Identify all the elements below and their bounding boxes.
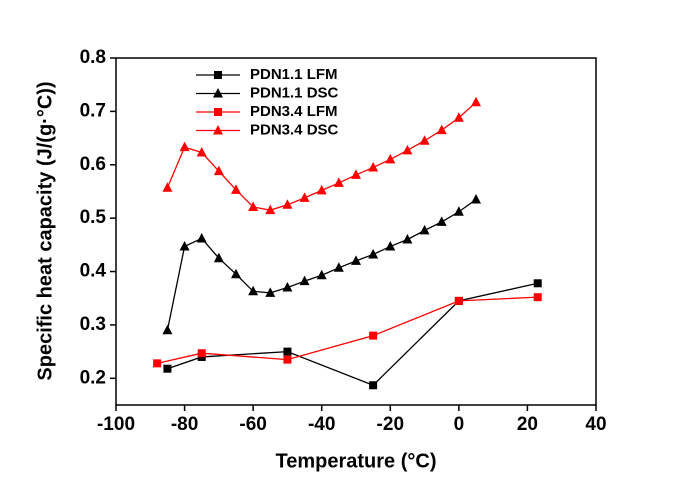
x-tick-label: 40 bbox=[585, 414, 606, 435]
data-point bbox=[333, 177, 344, 187]
data-point bbox=[533, 293, 542, 302]
data-point bbox=[333, 262, 344, 272]
data-point bbox=[316, 269, 327, 280]
y-axis-title: Specific heat capacity (J/(g·°C)) bbox=[34, 81, 56, 380]
data-point bbox=[213, 252, 224, 263]
data-point bbox=[453, 112, 464, 122]
y-tick-label: 0.4 bbox=[80, 261, 107, 282]
series-line bbox=[166, 198, 477, 331]
data-point bbox=[385, 153, 396, 164]
series-line bbox=[167, 282, 538, 387]
data-point bbox=[402, 234, 413, 244]
data-point bbox=[368, 248, 379, 259]
data-point bbox=[369, 331, 378, 340]
x-tick-label: -80 bbox=[171, 414, 198, 435]
data-point bbox=[316, 184, 327, 195]
data-point bbox=[436, 216, 447, 226]
data-point bbox=[282, 282, 293, 292]
data-point bbox=[419, 224, 430, 235]
data-point bbox=[299, 192, 310, 202]
legend-marker bbox=[214, 108, 222, 116]
data-point bbox=[179, 240, 190, 251]
data-point bbox=[197, 349, 206, 358]
data-point bbox=[453, 206, 464, 216]
data-point bbox=[436, 124, 447, 135]
y-tick-label: 0.8 bbox=[80, 47, 106, 68]
data-point bbox=[213, 165, 224, 176]
x-tick-label: 20 bbox=[517, 414, 538, 435]
x-tick-label: -60 bbox=[239, 414, 266, 435]
legend-marker bbox=[214, 71, 222, 79]
x-axis-title: Temperature (°C) bbox=[276, 450, 437, 472]
data-point bbox=[283, 355, 292, 364]
data-point bbox=[265, 287, 276, 297]
data-point bbox=[283, 347, 292, 356]
legend-label: PDN3.4 LFM bbox=[250, 103, 338, 120]
data-point bbox=[162, 182, 173, 192]
legend-label: PDN1.1 DSC bbox=[250, 84, 339, 101]
legend-marker bbox=[213, 88, 223, 98]
data-point bbox=[351, 169, 361, 179]
data-point bbox=[471, 193, 481, 204]
x-tick-label: 0 bbox=[454, 414, 465, 435]
x-tick-label: -20 bbox=[377, 414, 404, 435]
series-line bbox=[156, 296, 538, 364]
y-tick-label: 0.2 bbox=[80, 367, 106, 388]
data-point bbox=[162, 324, 173, 335]
data-point bbox=[454, 296, 463, 305]
data-point bbox=[471, 96, 481, 107]
data-point bbox=[179, 141, 190, 152]
y-tick-label: 0.3 bbox=[80, 314, 106, 335]
data-point bbox=[248, 201, 259, 211]
x-tick-label: -100 bbox=[97, 414, 135, 435]
data-point bbox=[231, 184, 241, 194]
x-tick-label: -40 bbox=[308, 414, 335, 435]
data-point bbox=[196, 146, 207, 157]
data-point bbox=[231, 268, 241, 279]
data-point bbox=[533, 279, 542, 288]
data-point bbox=[385, 240, 396, 251]
data-point bbox=[351, 255, 361, 265]
legend-label: PDN1.1 LFM bbox=[250, 66, 338, 83]
data-point bbox=[163, 364, 172, 373]
y-tick-label: 0.6 bbox=[80, 154, 106, 175]
plot-frame bbox=[115, 57, 597, 406]
data-point bbox=[419, 135, 430, 145]
legend-label: PDN3.4 DSC bbox=[250, 121, 339, 138]
data-point bbox=[402, 144, 413, 155]
data-point bbox=[299, 275, 310, 286]
data-point bbox=[153, 359, 162, 368]
data-point bbox=[369, 381, 378, 390]
data-point bbox=[265, 204, 276, 215]
data-point bbox=[368, 161, 379, 172]
y-tick-label: 0.5 bbox=[80, 207, 107, 228]
legend-marker bbox=[213, 125, 223, 135]
data-point bbox=[282, 199, 293, 209]
data-point bbox=[196, 232, 207, 243]
y-tick-label: 0.7 bbox=[80, 100, 106, 121]
data-point bbox=[248, 285, 259, 296]
